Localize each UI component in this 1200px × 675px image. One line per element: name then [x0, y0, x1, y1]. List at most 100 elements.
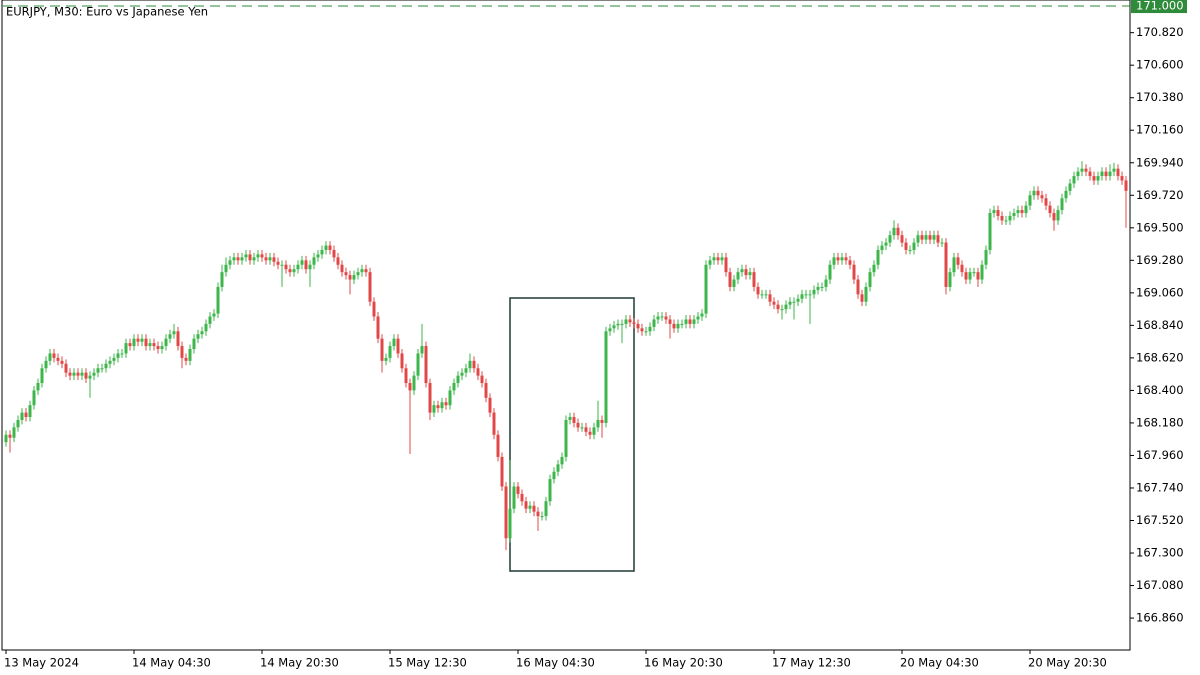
candle-body — [12, 427, 16, 438]
y-tick-label: 167.740 — [1136, 480, 1184, 494]
candle-body — [776, 304, 780, 310]
x-tick-label: 20 May 04:30 — [900, 656, 979, 670]
candle-body — [276, 261, 280, 265]
candle-body — [200, 331, 204, 335]
candle-body — [728, 272, 732, 287]
candle-body — [224, 264, 228, 273]
candle-body — [488, 397, 492, 413]
candle-body — [928, 235, 932, 240]
candle-body — [1116, 168, 1120, 177]
candle-body — [880, 245, 884, 250]
candle-body — [132, 338, 136, 347]
candle-body — [868, 272, 872, 287]
candle-body — [376, 316, 380, 339]
candle-body — [56, 357, 60, 361]
candle-body — [592, 427, 596, 435]
candle-body — [548, 479, 552, 502]
candle-body — [944, 242, 948, 287]
candle-body — [352, 275, 356, 280]
candle-body — [1056, 210, 1060, 221]
y-tick-label: 167.300 — [1136, 546, 1184, 560]
candle-body — [960, 264, 964, 273]
candle-body — [468, 360, 472, 369]
candle-body — [504, 486, 508, 539]
candle-body — [932, 235, 936, 240]
candle-body — [1088, 171, 1092, 177]
candle-body — [780, 309, 784, 311]
candle-body — [348, 275, 352, 280]
candle-body — [1000, 215, 1004, 221]
y-tick-label: 168.400 — [1136, 383, 1184, 397]
candle-body — [176, 331, 180, 347]
candle-body — [636, 323, 640, 329]
candle-body — [464, 368, 468, 373]
candle-body — [1060, 198, 1064, 211]
candle-body — [88, 375, 92, 379]
candle-body — [1096, 176, 1100, 181]
y-tick-label: 168.620 — [1136, 350, 1184, 364]
candle-body — [588, 431, 592, 435]
candle-body — [832, 257, 836, 265]
candle-body — [648, 326, 652, 332]
candle-body — [368, 272, 372, 302]
candle-body — [448, 390, 452, 406]
x-tick-label: 16 May 04:30 — [516, 656, 595, 670]
candle-body — [156, 346, 160, 350]
candle-body — [360, 269, 364, 273]
candle-body — [264, 257, 268, 261]
candle-body — [92, 372, 96, 376]
candle-body — [148, 343, 152, 347]
candle-body — [992, 210, 996, 214]
candle-body — [580, 427, 584, 429]
candle-body — [1032, 190, 1036, 196]
candle-body — [848, 260, 852, 265]
candle-body — [888, 235, 892, 243]
candle-body — [860, 294, 864, 302]
candle-body — [1108, 171, 1112, 177]
candle-body — [24, 412, 28, 418]
candle-body — [256, 254, 260, 258]
candle-body — [768, 294, 772, 302]
candle-body — [192, 338, 196, 350]
candle-body — [572, 417, 576, 423]
candle-body — [1068, 183, 1072, 191]
candle-body — [208, 316, 212, 324]
y-tick-label: 167.080 — [1136, 578, 1184, 592]
candle-body — [716, 257, 720, 261]
candle-body — [68, 372, 72, 376]
candle-body — [188, 349, 192, 361]
candle-body — [296, 264, 300, 270]
candle-body — [80, 372, 84, 376]
candle-body — [676, 323, 680, 329]
candle-body — [956, 257, 960, 265]
candle-body — [420, 346, 424, 354]
candle-body — [700, 313, 704, 317]
candle-body — [384, 357, 388, 361]
candle-body — [1036, 190, 1040, 196]
candle-body — [508, 508, 512, 539]
candle-body — [564, 419, 568, 457]
candle-body — [900, 235, 904, 243]
candle-body — [216, 286, 220, 314]
candle-body — [620, 323, 624, 325]
candle-body — [60, 360, 64, 364]
candle-body — [32, 390, 36, 406]
candle-body — [140, 338, 144, 342]
candle-body — [312, 257, 316, 265]
candle-body — [1064, 190, 1068, 199]
candle-body — [108, 360, 112, 364]
candle-body — [736, 272, 740, 280]
candle-body — [472, 360, 476, 369]
candle-body — [20, 412, 24, 420]
candle-body — [84, 372, 88, 379]
candle-body — [328, 245, 332, 250]
candle-body — [884, 242, 888, 246]
y-tick-label: 169.060 — [1136, 285, 1184, 299]
candle-body — [76, 372, 80, 376]
candle-body — [808, 294, 812, 296]
candle-body — [524, 501, 528, 509]
candle-body — [344, 272, 348, 276]
candle-body — [4, 434, 8, 443]
y-tick-label: 169.940 — [1136, 155, 1184, 169]
candle-body — [460, 372, 464, 376]
